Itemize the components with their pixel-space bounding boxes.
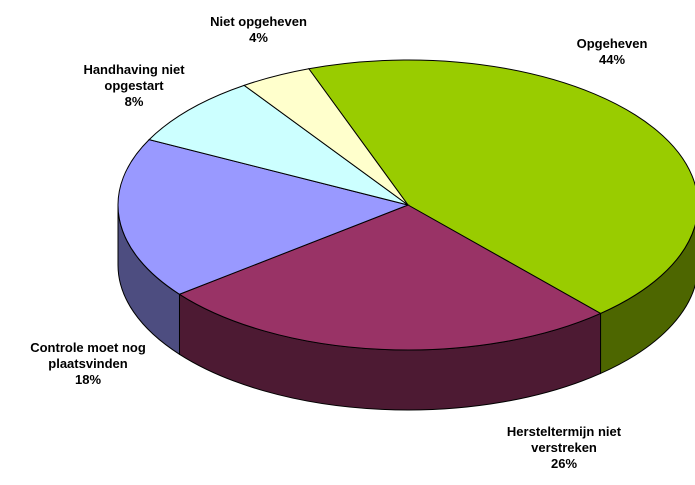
category-label: Controle moet nog plaatsvinden	[30, 340, 146, 371]
data-label: Niet opgeheven 4%	[186, 14, 331, 46]
category-label: Hersteltermijn niet verstreken	[506, 424, 622, 455]
slice	[148, 84, 409, 206]
value-label: 8%	[124, 94, 144, 109]
data-label: Controle moet nog plaatsvinden 18%	[8, 340, 168, 388]
data-label: Opgeheven 44%	[562, 36, 662, 68]
category-label: Niet opgeheven	[210, 14, 307, 29]
value-label: 18%	[74, 372, 102, 387]
slice	[307, 59, 695, 314]
category-label: Handhaving niet opgestart	[83, 62, 185, 93]
value-label: 26%	[550, 456, 578, 471]
data-label: Handhaving niet opgestart 8%	[64, 62, 204, 110]
slice	[117, 139, 410, 295]
slice	[178, 204, 602, 351]
category-label: Opgeheven	[576, 36, 648, 51]
value-label: 4%	[249, 30, 268, 45]
value-label: 44%	[598, 52, 626, 67]
data-label: Hersteltermijn niet verstreken 26%	[494, 424, 634, 472]
slice	[243, 68, 409, 206]
